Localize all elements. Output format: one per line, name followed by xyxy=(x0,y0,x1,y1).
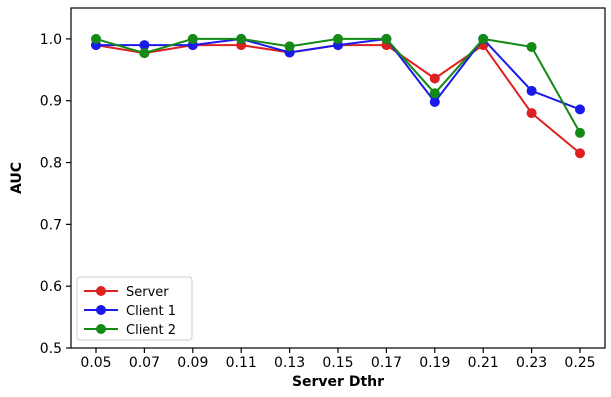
data-point xyxy=(526,85,537,96)
data-point xyxy=(526,41,537,52)
data-point xyxy=(575,127,585,138)
data-point xyxy=(429,88,440,99)
legend-box xyxy=(76,276,193,341)
x-tick-label: 0.23 xyxy=(516,355,547,371)
legend-label: Server xyxy=(126,285,169,300)
y-tick-label: 0.8 xyxy=(40,156,62,172)
x-tick-label: 0.25 xyxy=(564,355,595,371)
series-line xyxy=(95,37,581,134)
legend-marker xyxy=(96,305,106,315)
data-point xyxy=(575,104,585,115)
series-server xyxy=(91,40,585,159)
y-axis-label: AUC xyxy=(9,162,25,194)
x-tick-label: 0.17 xyxy=(371,355,402,371)
data-point xyxy=(187,33,198,44)
x-axis-label: Server Dthr xyxy=(292,374,384,390)
series-layer xyxy=(91,33,585,159)
x-tick-label: 0.09 xyxy=(177,355,208,371)
x-axis: 0.05 0.07 0.09 0.11 0.13 0.15 0.17 0.19 0.21 0.23… xyxy=(80,348,596,371)
y-axis: 0.5 0.6 0.7 0.8 0.9 1.0 xyxy=(40,32,71,357)
data-point xyxy=(236,33,247,44)
y-tick-label: 0.7 xyxy=(40,217,62,233)
y-tick-label: 0.9 xyxy=(40,94,62,110)
y-tick-label: 0.6 xyxy=(40,279,62,295)
data-point xyxy=(429,96,440,107)
legend-marker xyxy=(96,286,106,296)
data-point xyxy=(284,41,295,52)
y-tick-label: 0.5 xyxy=(40,341,62,357)
series-client-1 xyxy=(91,33,585,115)
legend-label: Client 1 xyxy=(126,304,176,319)
series-client-2 xyxy=(91,33,585,138)
legend-label: Client 2 xyxy=(126,323,176,338)
data-point xyxy=(575,148,585,159)
x-tick-label: 0.11 xyxy=(226,355,257,371)
data-point xyxy=(526,108,537,119)
x-tick-label: 0.07 xyxy=(129,355,160,371)
data-point xyxy=(333,33,343,44)
data-point xyxy=(381,33,392,44)
x-tick-label: 0.13 xyxy=(274,355,305,371)
series-line xyxy=(95,43,581,155)
x-tick-label: 0.19 xyxy=(419,355,450,371)
data-point xyxy=(139,48,150,59)
data-point xyxy=(139,40,150,51)
data-point xyxy=(429,73,440,84)
x-tick-label: 0.21 xyxy=(468,355,499,371)
y-tick-label: 1.0 xyxy=(40,32,62,48)
data-point xyxy=(478,33,489,44)
legend-marker xyxy=(96,324,106,334)
legend: Server Client 1 Client 2 xyxy=(76,276,193,341)
data-point xyxy=(91,33,101,44)
x-tick-label: 0.15 xyxy=(322,355,353,371)
x-tick-label: 0.05 xyxy=(80,355,111,371)
